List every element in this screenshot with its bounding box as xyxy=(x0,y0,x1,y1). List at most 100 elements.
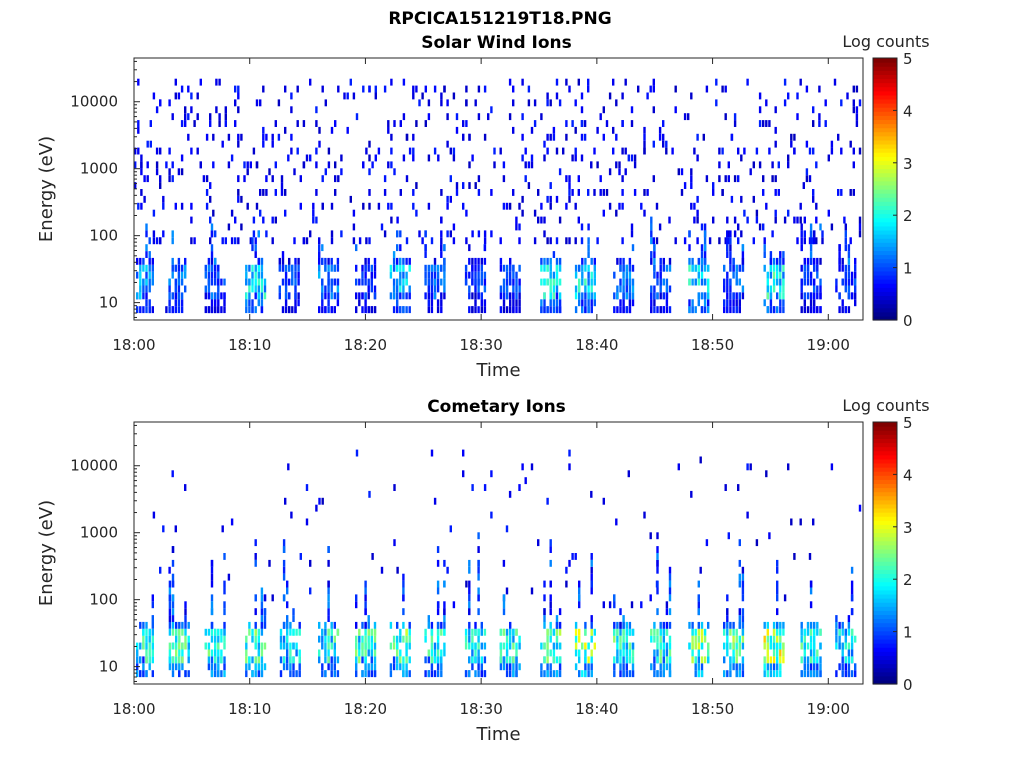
heatmap-cell xyxy=(333,306,336,314)
heatmap-cell xyxy=(290,106,293,114)
heatmap-cell xyxy=(662,670,665,678)
heatmap-cell xyxy=(766,285,769,293)
heatmap-cell xyxy=(518,635,521,643)
heatmap-cell xyxy=(707,306,710,314)
heatmap-cell xyxy=(587,78,590,86)
heatmap-cell xyxy=(505,587,509,595)
heatmap-cell xyxy=(480,257,483,265)
colorbar-step xyxy=(873,577,897,583)
heatmap-cell xyxy=(587,189,590,196)
heatmap-cell xyxy=(202,175,206,183)
heatmap-cell xyxy=(446,195,449,203)
heatmap-cell xyxy=(779,621,782,629)
heatmap-cell xyxy=(279,635,283,643)
heatmap-cell xyxy=(694,264,697,272)
heatmap-cell xyxy=(665,642,669,650)
heatmap-cell xyxy=(662,278,665,286)
heatmap-cell xyxy=(177,278,181,286)
heatmap-cell xyxy=(502,559,506,567)
heatmap-cell xyxy=(210,257,214,265)
heatmap-cell xyxy=(787,154,790,162)
heatmap-cell xyxy=(251,237,254,245)
heatmap-cell xyxy=(295,670,298,678)
heatmap-cell xyxy=(143,195,146,203)
heatmap-cell xyxy=(483,230,487,238)
heatmap-cell xyxy=(584,306,587,314)
heatmap-cell xyxy=(746,78,749,86)
heatmap-cell xyxy=(284,264,288,272)
heatmap-cell xyxy=(593,271,596,279)
heatmap-cell xyxy=(628,656,632,664)
heatmap-cell xyxy=(735,271,738,279)
heatmap-cell xyxy=(835,278,838,286)
heatmap-cell xyxy=(838,264,841,272)
heatmap-cell xyxy=(650,285,653,293)
heatmap-cell xyxy=(184,635,187,643)
heatmap-cell xyxy=(738,642,741,650)
heatmap-cell xyxy=(779,628,782,636)
heatmap-cell xyxy=(758,161,762,169)
heatmap-cell xyxy=(766,656,769,664)
heatmap-cell xyxy=(367,642,370,650)
heatmap-cell xyxy=(430,656,434,664)
heatmap-cell xyxy=(697,257,700,265)
x-tick-label: 19:00 xyxy=(807,700,850,718)
heatmap-cell xyxy=(146,161,149,169)
heatmap-cell xyxy=(726,615,729,622)
heatmap-cell xyxy=(854,299,857,307)
heatmap-cell xyxy=(152,230,156,238)
heatmap-cell xyxy=(387,120,390,127)
heatmap-cell xyxy=(543,216,546,224)
heatmap-cell xyxy=(168,292,171,300)
heatmap-cell xyxy=(587,642,590,650)
heatmap-cell xyxy=(619,642,622,650)
heatmap-cell xyxy=(619,635,622,643)
colorbar-tick-label: 1 xyxy=(903,624,913,642)
heatmap-cell xyxy=(665,621,669,629)
heatmap-cell xyxy=(234,216,237,224)
heatmap-cell xyxy=(151,628,154,636)
x-axis-label: Time xyxy=(475,360,520,381)
heatmap-cell xyxy=(415,182,418,189)
heatmap-cell xyxy=(364,635,367,643)
heatmap-cell xyxy=(187,85,190,93)
heatmap-cell xyxy=(618,202,621,210)
heatmap-cell xyxy=(730,133,734,141)
heatmap-cell xyxy=(625,670,628,678)
heatmap-cell xyxy=(248,264,251,272)
heatmap-cell xyxy=(286,601,289,609)
heatmap-cell xyxy=(139,278,142,286)
heatmap-cell xyxy=(324,257,327,265)
heatmap-cell xyxy=(578,299,581,307)
heatmap-cell xyxy=(813,670,816,678)
heatmap-cell xyxy=(549,202,552,210)
heatmap-cell xyxy=(774,189,777,196)
heatmap-cell xyxy=(240,223,243,231)
heatmap-cell xyxy=(368,237,371,245)
heatmap-cell xyxy=(281,257,285,265)
heatmap-cell xyxy=(776,257,779,265)
heatmap-cell xyxy=(389,663,393,671)
heatmap-cell xyxy=(424,251,427,258)
heatmap-cell xyxy=(763,244,766,252)
colorbar-step xyxy=(873,487,897,493)
heatmap-cell xyxy=(392,635,396,643)
heatmap-cell xyxy=(483,278,487,286)
heatmap-cell xyxy=(260,299,264,307)
heatmap-cell xyxy=(821,237,824,245)
heatmap-cell xyxy=(392,656,396,664)
heatmap-cell xyxy=(518,278,521,286)
colorbar-step xyxy=(873,540,897,546)
heatmap-cell xyxy=(223,601,226,609)
colorbar-step xyxy=(873,585,897,591)
colorbar-step xyxy=(873,479,897,484)
heatmap-cell xyxy=(658,133,662,141)
heatmap-cell xyxy=(630,230,634,238)
heatmap-cell xyxy=(809,663,813,671)
heatmap-cell xyxy=(220,278,223,286)
heatmap-cell xyxy=(806,278,810,286)
heatmap-cell xyxy=(574,147,577,155)
heatmap-cell xyxy=(333,621,336,629)
colorbar-step xyxy=(873,86,897,92)
heatmap-cell xyxy=(590,649,593,657)
